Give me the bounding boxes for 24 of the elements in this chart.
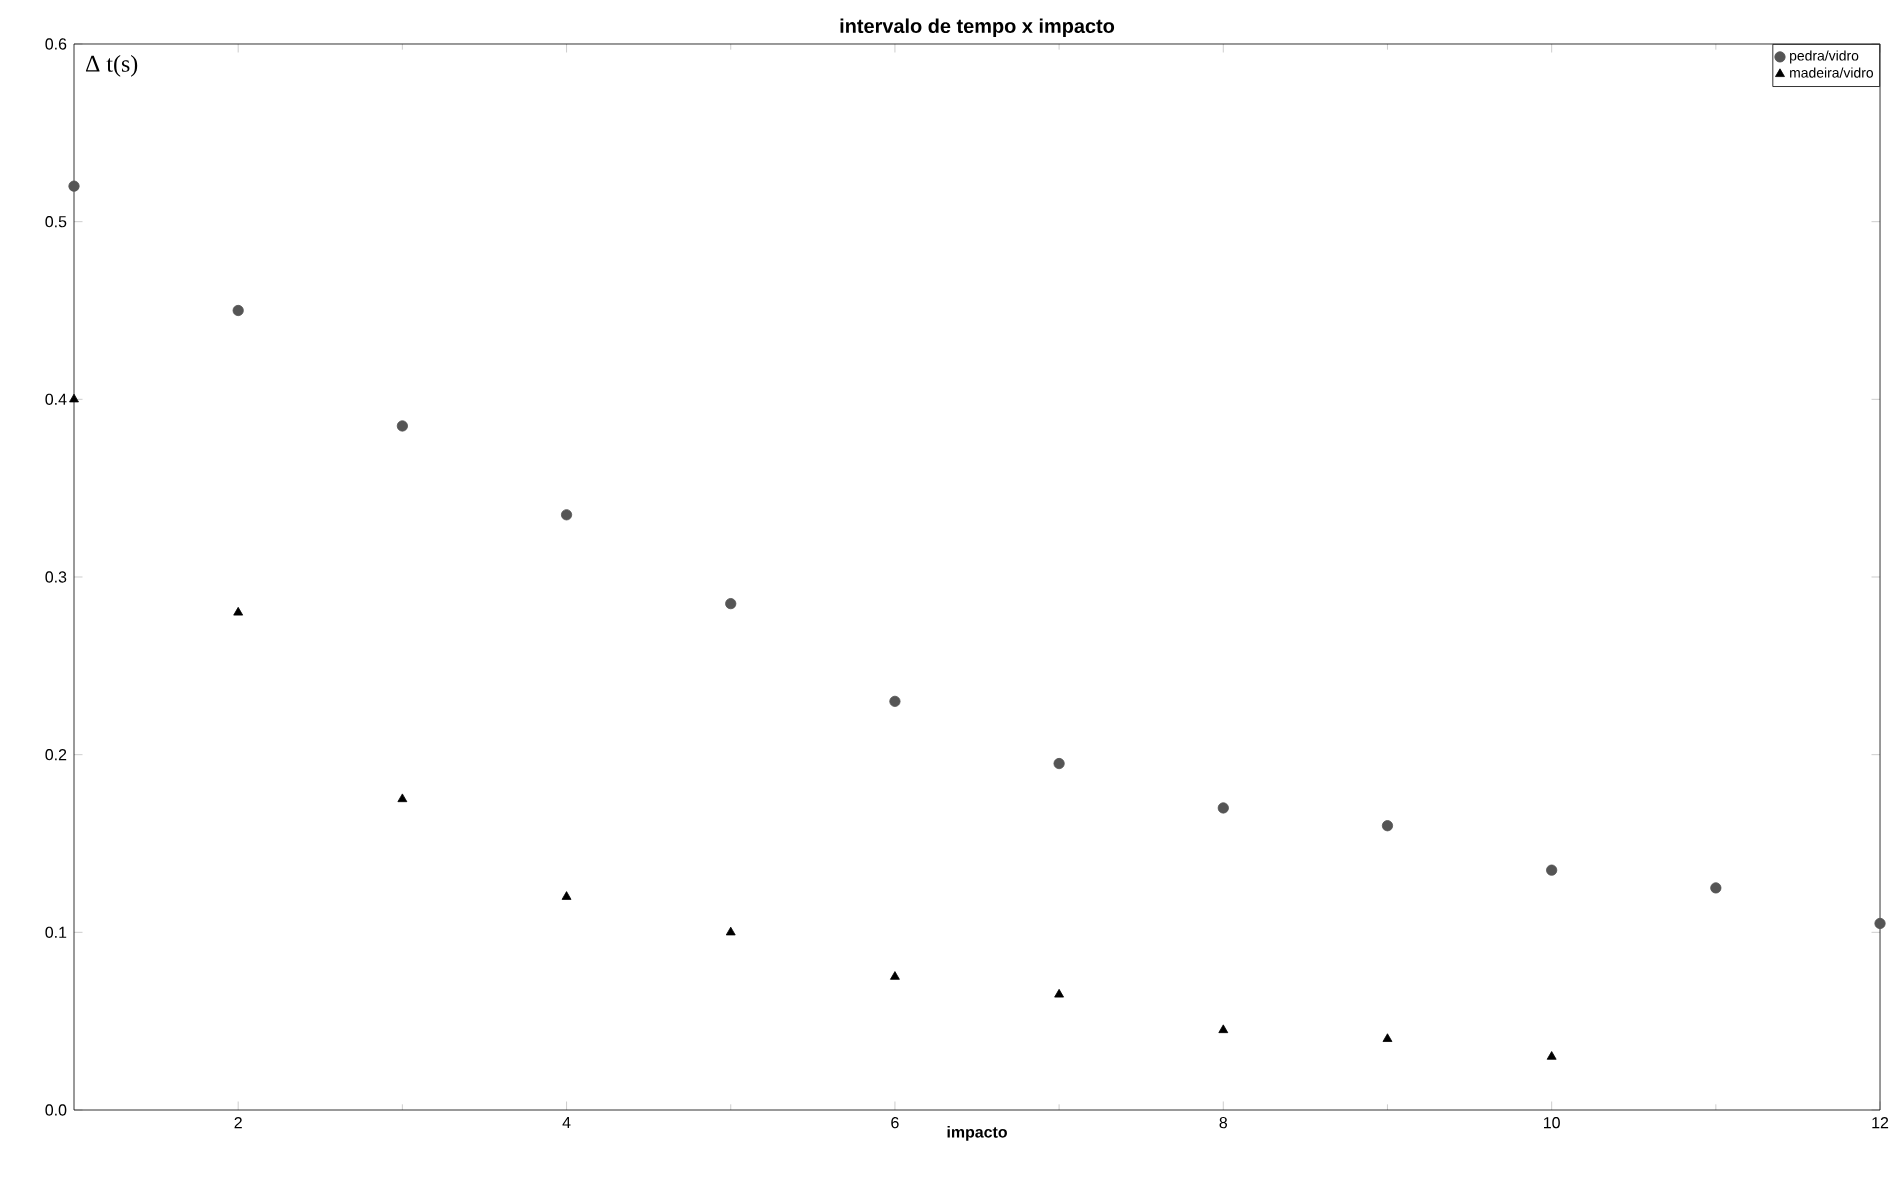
point <box>1054 988 1064 998</box>
point <box>69 393 79 403</box>
point <box>232 304 244 317</box>
point <box>1217 802 1229 814</box>
point <box>233 606 244 616</box>
point <box>68 180 80 192</box>
point <box>1381 820 1394 832</box>
point <box>396 420 408 432</box>
point <box>1546 1051 1557 1060</box>
chart-title: intervalo de tempo x impacto <box>840 18 1115 37</box>
point <box>560 509 573 521</box>
point <box>725 926 736 936</box>
y-axis-title: Δ t(s) <box>85 55 138 77</box>
point <box>1710 882 1722 894</box>
point <box>1874 917 1886 930</box>
point <box>561 891 572 900</box>
point <box>397 793 408 803</box>
point <box>1218 1024 1229 1034</box>
point <box>1053 757 1065 770</box>
point <box>725 598 737 610</box>
point <box>1382 1033 1393 1042</box>
point <box>889 695 901 707</box>
point <box>890 971 900 980</box>
point <box>1546 864 1558 876</box>
